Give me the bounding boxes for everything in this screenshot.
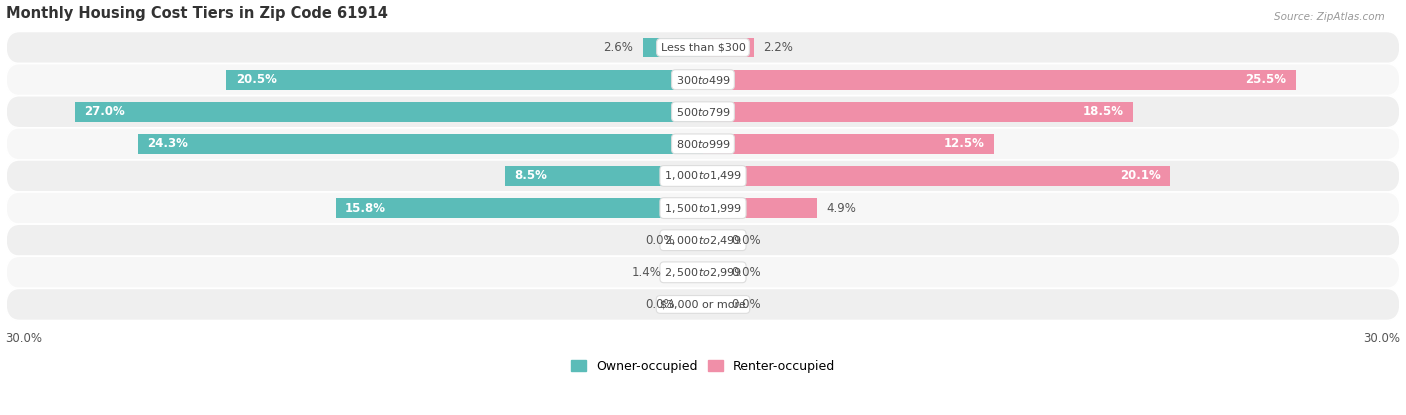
Legend: Owner-occupied, Renter-occupied: Owner-occupied, Renter-occupied [567,355,839,378]
Bar [703,134,994,154]
Bar [643,37,703,57]
Text: 1.4%: 1.4% [631,266,661,279]
Bar [226,70,703,90]
Bar [505,166,703,186]
Text: 2.2%: 2.2% [763,41,793,54]
Text: $300 to $499: $300 to $499 [675,73,731,85]
FancyBboxPatch shape [6,96,1400,128]
Bar [703,166,1170,186]
FancyBboxPatch shape [6,63,1400,96]
FancyBboxPatch shape [6,160,1400,192]
Text: $1,500 to $1,999: $1,500 to $1,999 [664,202,742,215]
Text: $2,500 to $2,999: $2,500 to $2,999 [664,266,742,279]
Text: 15.8%: 15.8% [344,202,387,215]
Text: 12.5%: 12.5% [943,137,984,150]
Bar [703,198,817,218]
Text: 0.0%: 0.0% [645,298,675,311]
Text: 25.5%: 25.5% [1246,73,1286,86]
Text: 20.1%: 20.1% [1121,169,1161,183]
Text: 20.5%: 20.5% [236,73,277,86]
FancyBboxPatch shape [6,288,1400,320]
Text: 0.0%: 0.0% [731,298,761,311]
Text: Monthly Housing Cost Tiers in Zip Code 61914: Monthly Housing Cost Tiers in Zip Code 6… [6,5,388,21]
Bar [703,37,754,57]
Text: 0.0%: 0.0% [731,234,761,247]
FancyBboxPatch shape [6,224,1400,256]
FancyBboxPatch shape [6,32,1400,63]
Text: 30.0%: 30.0% [6,332,42,345]
Text: $1,000 to $1,499: $1,000 to $1,499 [664,169,742,183]
Bar [703,102,1133,122]
Text: Less than $300: Less than $300 [661,42,745,53]
FancyBboxPatch shape [6,128,1400,160]
Text: Source: ZipAtlas.com: Source: ZipAtlas.com [1274,12,1385,22]
Text: $3,000 or more: $3,000 or more [661,300,745,310]
Bar [671,262,703,282]
Text: 4.9%: 4.9% [827,202,856,215]
Text: 24.3%: 24.3% [148,137,188,150]
Text: $2,000 to $2,499: $2,000 to $2,499 [664,234,742,247]
Text: 0.0%: 0.0% [645,234,675,247]
Text: 27.0%: 27.0% [84,105,125,118]
Text: 8.5%: 8.5% [515,169,547,183]
Bar [336,198,703,218]
Text: 0.0%: 0.0% [731,266,761,279]
FancyBboxPatch shape [6,256,1400,288]
FancyBboxPatch shape [6,192,1400,224]
Text: 18.5%: 18.5% [1083,105,1123,118]
Text: $800 to $999: $800 to $999 [675,138,731,150]
Text: $500 to $799: $500 to $799 [675,106,731,118]
Bar [703,70,1296,90]
Bar [76,102,703,122]
Bar [138,134,703,154]
Text: 2.6%: 2.6% [603,41,633,54]
Text: 30.0%: 30.0% [1364,332,1400,345]
